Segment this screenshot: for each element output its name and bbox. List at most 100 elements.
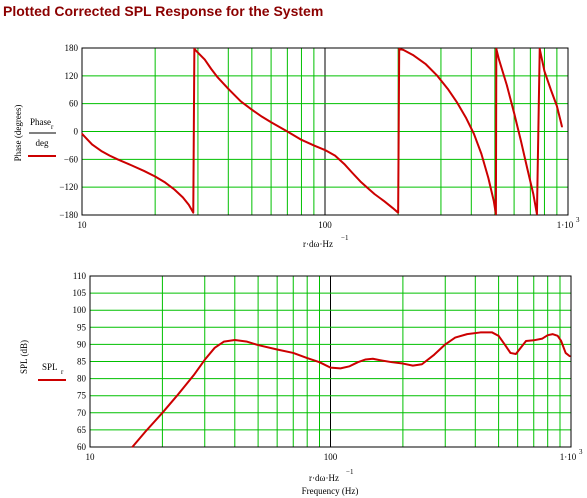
chart-2-data-point (479, 331, 482, 334)
chart-1-xtick-label: 1·10 (557, 220, 574, 230)
chart-1-data-point (392, 207, 394, 209)
chart-1-data-point (164, 181, 166, 184)
chart-2-data-point (193, 374, 195, 376)
chart-2-data-point (491, 331, 493, 334)
chart-1-data-point (192, 211, 194, 214)
chart-1-ytick-label: 180 (65, 43, 79, 53)
chart-2-data-point (364, 358, 367, 361)
chart-1-data-point (100, 150, 102, 152)
chart-1-data-point (359, 180, 362, 183)
chart-2-data-point (466, 333, 468, 335)
chart-1-legend-denominator: deg (36, 138, 49, 148)
chart-1-data-point (526, 167, 528, 170)
chart-1-data-point (130, 164, 133, 167)
chart-2-data-point (292, 352, 294, 354)
chart-1-data-point (436, 75, 439, 77)
chart-1-data-point (300, 139, 303, 141)
chart-1-xlabel: r·dω·Hz (303, 239, 333, 249)
chart-1-data-point (193, 48, 196, 50)
chart-1-data-point (556, 105, 558, 107)
chart-1-data-point (154, 175, 156, 178)
chart-1-data-point (487, 177, 490, 179)
chart-1-xlabel-exponent: −1 (341, 234, 349, 242)
chart-2-data-point (497, 335, 500, 337)
chart-2-data-point (329, 366, 332, 369)
chart-1-ytick-label: −60 (64, 154, 79, 164)
chart-2-data-point (556, 335, 559, 337)
chart-2-data-point (533, 339, 535, 341)
chart-2-data-point (223, 340, 225, 343)
chart-2-data-point (518, 348, 521, 351)
chart-1-ytick-label: 60 (69, 99, 79, 109)
chart-1-data-point (351, 172, 354, 174)
chart-2-data-point (421, 363, 423, 365)
chart-1-data-point (216, 76, 218, 78)
chart-2-data-point (503, 343, 506, 346)
chart-1-data-point (398, 48, 400, 50)
chart-2-data-point (391, 361, 393, 363)
chart-2-data-point (569, 355, 571, 358)
chart-2-ytick-label: 70 (77, 408, 87, 418)
chart-2-data-point (412, 364, 414, 367)
chart-2-legend-subscript: r (61, 368, 64, 376)
chart-2-data-point (515, 353, 517, 355)
chart-2-data-point (509, 352, 512, 354)
chart-2-data-point (541, 337, 544, 340)
chart-2-data-point (144, 430, 147, 433)
chart-2-data-point (525, 340, 527, 342)
chart-2-xtick-label: 1·10 (560, 452, 577, 462)
chart-2-ytick-label: 100 (73, 305, 87, 315)
chart-1-data-point (204, 58, 206, 61)
chart-2-data-point (318, 361, 321, 363)
page-title: Plotted Corrected SPL Response for the S… (3, 3, 324, 19)
chart-2-ylabel: SPL (dB) (19, 340, 29, 374)
chart-2-data-point (246, 340, 248, 343)
chart-1-data-point (373, 193, 376, 195)
chart-2-data-point (378, 359, 381, 361)
chart-1-data-point (383, 200, 385, 202)
chart-2-ytick-label: 75 (77, 391, 87, 401)
chart-2-data-point (546, 334, 549, 336)
chart-1-data-point (447, 88, 449, 90)
chart-2-ytick-label: 85 (77, 357, 87, 367)
chart-1-data-point (397, 211, 399, 214)
chart-1-data-point (81, 133, 83, 135)
chart-1-data-point (520, 140, 522, 142)
chart-1-data-point (493, 200, 495, 202)
chart-2-data-point (444, 343, 446, 346)
chart-2-data-point (131, 446, 134, 448)
chart-2-series-line (131, 331, 571, 448)
chart-1-xtick-exponent: 3 (576, 216, 580, 224)
chart-1-legend-label: Phase (30, 117, 51, 127)
chart-1-data-point (143, 170, 145, 172)
chart-2-xlabel: r·dω·Hz (309, 473, 339, 483)
chart-1-data-point (480, 153, 483, 155)
chart-1-xtick-label: 100 (318, 220, 332, 230)
chart-1-data-point (324, 149, 326, 151)
chart-2-data-point (564, 352, 567, 354)
chart-1-ytick-label: −180 (59, 210, 78, 220)
chart-1-ytick-label: 0 (74, 127, 79, 137)
chart-1-data-point (425, 63, 427, 65)
chart-1-ytick-label: 120 (65, 71, 79, 81)
chart-1-data-point (402, 49, 404, 51)
chart-2-data-point (339, 367, 342, 370)
chart-2-data-point (276, 348, 278, 351)
chart-1-data-point (532, 193, 535, 195)
chart-1-data-point (182, 196, 184, 199)
chart-1-data-point (91, 143, 93, 146)
chart-1-data-point (108, 154, 111, 157)
chart-2-ytick-label: 60 (77, 442, 87, 452)
chart-1-data-point (367, 187, 369, 189)
chart-1-data-point (313, 144, 315, 147)
chart-2-data-point (204, 359, 206, 361)
chart-1-data-point (536, 213, 538, 215)
chart-1-data-point (559, 119, 562, 121)
chart-1-xtick-label: 10 (78, 220, 88, 230)
chart-1-data-point (210, 68, 212, 70)
chart-2-data-point (176, 395, 178, 397)
chart-2-ytick-label: 95 (77, 322, 87, 332)
chart-1-data-point (550, 89, 552, 91)
chart-2-ytick-label: 65 (77, 425, 87, 435)
